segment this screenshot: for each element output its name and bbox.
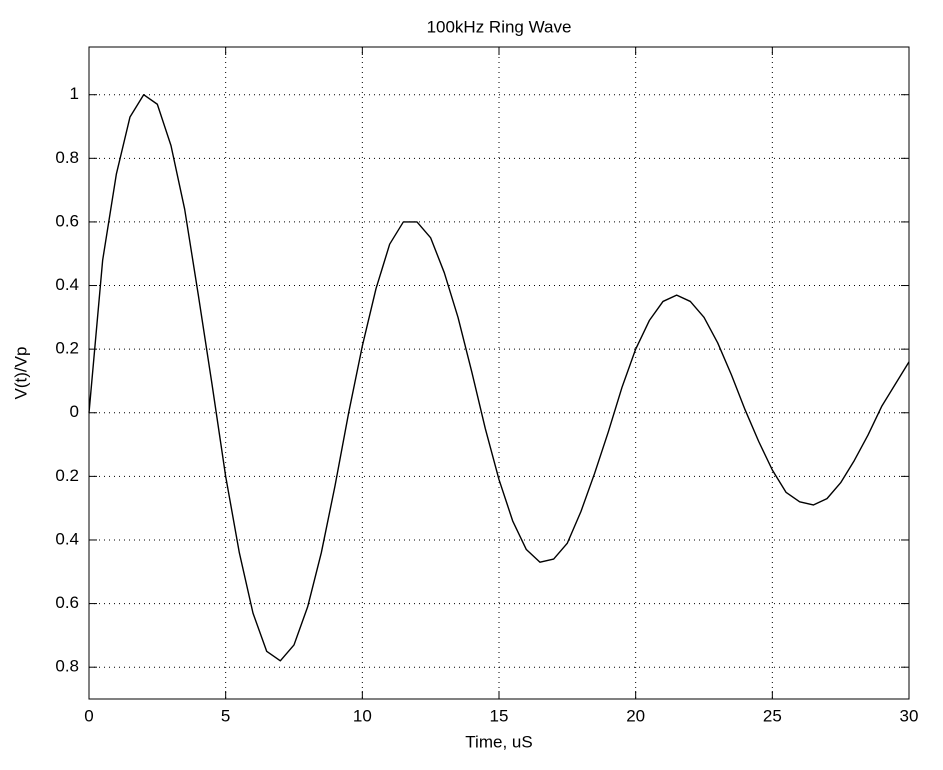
x-tick-label: 30 bbox=[900, 706, 919, 725]
x-tick-label: 10 bbox=[353, 706, 372, 725]
y-tick-label: 0.2 bbox=[55, 339, 79, 358]
y-axis-label: V(t)/Vp bbox=[11, 347, 30, 400]
y-tick-label: 0.4 bbox=[55, 529, 79, 548]
x-tick-label: 0 bbox=[84, 706, 93, 725]
y-tick-label: 0.2 bbox=[55, 466, 79, 485]
plot-frame bbox=[88, 46, 910, 700]
y-tick-label: 0 bbox=[70, 402, 79, 421]
y-tick-label: 1 bbox=[70, 84, 79, 103]
x-tick-label: 20 bbox=[626, 706, 645, 725]
chart-title: 100kHz Ring Wave bbox=[427, 17, 572, 36]
y-tick-label: 0.4 bbox=[55, 275, 79, 294]
x-tick-label: 25 bbox=[763, 706, 782, 725]
y-tick-label: 0.6 bbox=[55, 211, 79, 230]
x-axis-label: Time, uS bbox=[465, 732, 532, 751]
x-tick-label: 5 bbox=[221, 706, 230, 725]
y-tick-label: 0.8 bbox=[55, 148, 79, 167]
x-tick-label: 15 bbox=[490, 706, 509, 725]
line-series bbox=[88, 94, 910, 662]
y-tick-label: 0.6 bbox=[55, 593, 79, 612]
y-tick-label: 0.8 bbox=[55, 657, 79, 676]
